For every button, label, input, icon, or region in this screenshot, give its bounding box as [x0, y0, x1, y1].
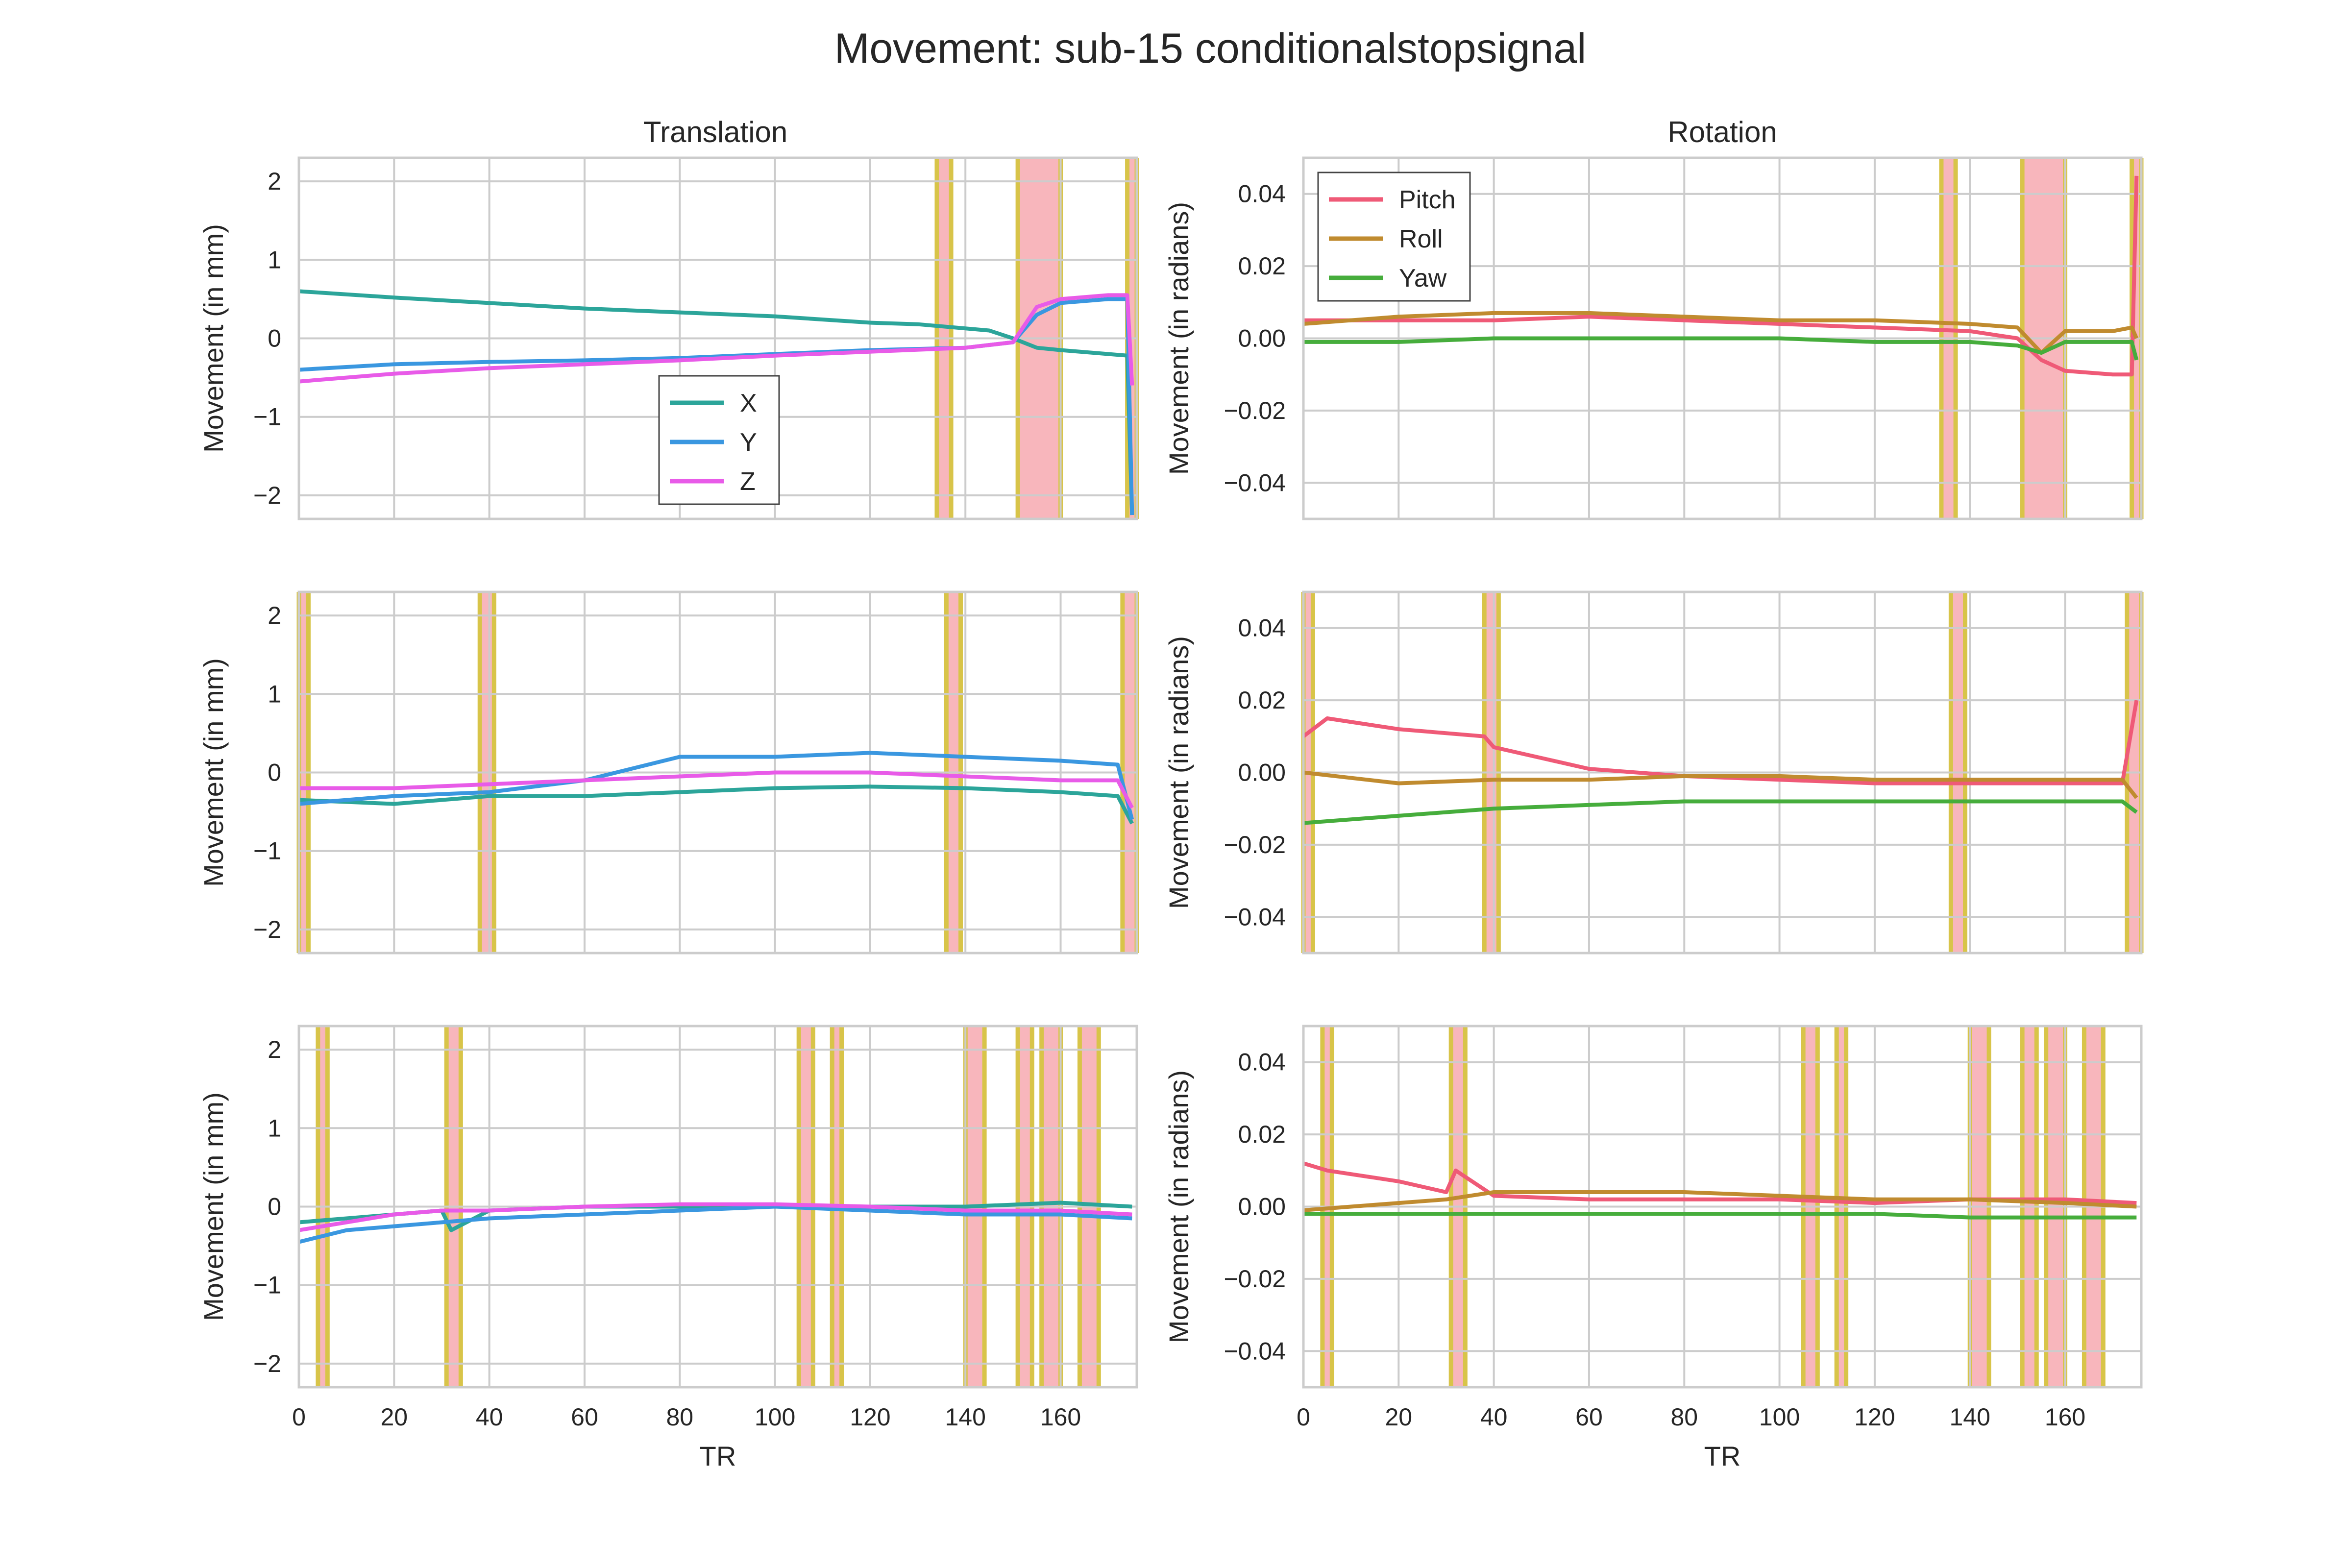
legend-label-roll: Roll — [1399, 225, 1443, 253]
plot-frame — [1302, 156, 2143, 520]
x-tick-label: 140 — [1950, 1403, 1990, 1431]
y-axis-label: Movement (in mm) — [198, 1092, 229, 1321]
series-line-z — [298, 1202, 1132, 1232]
column-title-rotation: Rotation — [1667, 116, 1777, 148]
x-tick-label: 0 — [292, 1403, 306, 1431]
x-tick-label: 80 — [1670, 1403, 1698, 1431]
series-line-y — [298, 751, 1134, 820]
x-tick-label: 140 — [945, 1403, 986, 1431]
series-line-pitch — [1302, 700, 2139, 785]
y-tick-label: −1 — [253, 1272, 281, 1299]
y-tick-label: −0.04 — [1224, 903, 1286, 931]
y-tick-label: 1 — [268, 680, 281, 708]
y-tick-label: 1 — [268, 246, 281, 273]
plot-frame — [297, 590, 1138, 955]
x-axis-label: TR — [1704, 1441, 1741, 1471]
y-tick-label: 0.00 — [1238, 325, 1286, 352]
x-tick-label: 160 — [1040, 1403, 1081, 1431]
x-tick-label: 20 — [381, 1403, 408, 1431]
y-tick-label: −0.02 — [1224, 1265, 1286, 1293]
x-tick-label: 100 — [1759, 1403, 1800, 1431]
y-axis-label: Movement (in radians) — [1163, 202, 1194, 475]
x-tick-label: 120 — [1854, 1403, 1895, 1431]
panel-translation-run-3: 0 20 40 60 80 100 120 140 160 2 1 0 −1 −2 Movement (in… — [198, 1025, 1138, 1471]
series-line-z — [298, 293, 1134, 386]
series-line-yaw — [1303, 336, 2139, 361]
panels-group: 2 1 0 −1 −2 Movement (in mm) XYZ 0.04 0.02 0.00 −0… — [198, 156, 2144, 1471]
y-tick-label: 0.04 — [1238, 180, 1286, 208]
series-line-roll — [1303, 770, 2138, 799]
y-axis-label: Movement (in mm) — [198, 224, 229, 453]
y-tick-label: 1 — [268, 1114, 281, 1142]
y-tick-label: −0.02 — [1224, 831, 1286, 858]
plot-frame — [297, 1025, 1138, 1389]
legend-label-y: Y — [740, 428, 757, 457]
plot-frame — [1302, 1025, 2143, 1389]
x-tick-label: 40 — [476, 1403, 503, 1431]
y-tick-label: 0.02 — [1238, 1121, 1286, 1148]
y-tick-label: 2 — [268, 1036, 281, 1063]
x-tick-label: 120 — [850, 1403, 890, 1431]
x-tick-label: 160 — [2045, 1403, 2085, 1431]
panel-rotation-run-1: 0.04 0.02 0.00 −0.02 −0.04 Movement (in radia… — [1163, 156, 2144, 520]
series-line-yaw — [1303, 799, 2138, 825]
y-tick-label: 2 — [268, 168, 281, 195]
y-tick-label: −2 — [253, 1350, 281, 1377]
panel-rotation-run-3: 0 20 40 60 80 100 120 140 160 0.04 0.02 0.00 −0.02 −0… — [1163, 1025, 2143, 1471]
panel-translation-run-2: 2 1 0 −1 −2 Movement (in mm) — [198, 590, 1139, 955]
series-line-z — [299, 770, 1134, 809]
panel-rotation-run-2: 0.04 0.02 0.00 −0.02 −0.04 Movement (in radia… — [1163, 590, 2144, 955]
series-line-pitch — [1302, 1161, 2137, 1205]
x-tick-label: 20 — [1385, 1403, 1413, 1431]
legend: XYZ — [658, 375, 780, 505]
y-tick-label: 0.02 — [1238, 686, 1286, 714]
y-tick-label: 0 — [268, 759, 281, 786]
series-line-x — [298, 784, 1134, 825]
plot-frame — [1302, 590, 2143, 955]
column-title-translation: Translation — [643, 116, 788, 148]
y-tick-label: 2 — [268, 602, 281, 629]
y-axis-label: Movement (in mm) — [198, 658, 229, 887]
y-tick-label: −0.04 — [1224, 469, 1286, 496]
series-line-roll — [1303, 1190, 2137, 1212]
y-tick-label: −1 — [253, 403, 281, 431]
x-tick-label: 40 — [1480, 1403, 1508, 1431]
y-axis-label: Movement (in radians) — [1163, 1070, 1194, 1343]
series-line-x — [298, 289, 1134, 515]
series-line-yaw — [1303, 1212, 2137, 1220]
x-tick-label: 60 — [1575, 1403, 1603, 1431]
figure-title: Movement: sub-15 conditionalstopsignal — [834, 25, 1587, 72]
legend: Pitch Roll Yaw — [1317, 172, 1471, 302]
y-tick-label: 0.04 — [1238, 1049, 1286, 1076]
x-tick-label: 80 — [666, 1403, 693, 1431]
legend-label-z: Z — [740, 467, 756, 496]
legend-label-x: X — [740, 389, 757, 417]
series-line-y — [298, 1204, 1132, 1244]
y-tick-label: −2 — [253, 482, 281, 509]
legend-label-yaw: Yaw — [1399, 264, 1447, 293]
y-tick-label: −0.02 — [1224, 397, 1286, 424]
y-tick-label: 0.00 — [1238, 1193, 1286, 1221]
y-tick-label: 0 — [268, 1193, 281, 1221]
x-tick-label: 60 — [571, 1403, 598, 1431]
y-axis-label: Movement (in radians) — [1163, 636, 1194, 909]
y-tick-label: −1 — [253, 837, 281, 865]
y-tick-label: −2 — [253, 916, 281, 943]
panel-translation-run-1: 2 1 0 −1 −2 Movement (in mm) XYZ — [198, 156, 1139, 520]
y-tick-label: 0.00 — [1238, 759, 1286, 786]
y-tick-label: −0.04 — [1224, 1337, 1286, 1365]
x-tick-label: 0 — [1297, 1403, 1310, 1431]
x-tick-label: 100 — [755, 1403, 795, 1431]
y-tick-label: 0.02 — [1238, 252, 1286, 280]
y-tick-label: 0.04 — [1238, 614, 1286, 642]
plot-frame — [297, 156, 1138, 520]
x-axis-label: TR — [700, 1441, 736, 1471]
y-tick-label: 0 — [268, 325, 281, 352]
series-line-roll — [1303, 311, 2138, 355]
series-line-pitch — [1303, 175, 2139, 377]
legend-label-pitch: Pitch — [1399, 186, 1456, 214]
